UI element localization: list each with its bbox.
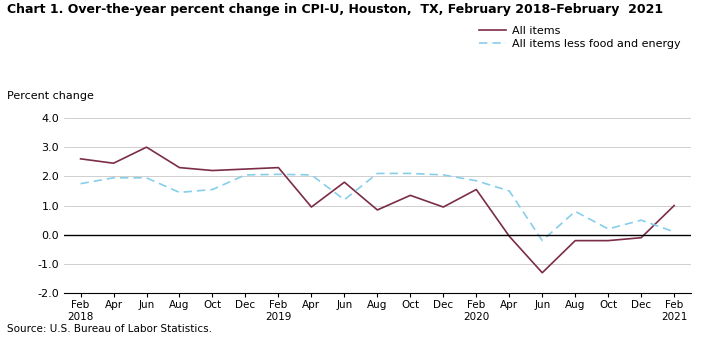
All items: [241, 167, 250, 171]
All items less food and energy: [109, 176, 117, 180]
Text: Chart 1. Over-the-year percent change in CPI-U, Houston,  TX, February 2018–Febr: Chart 1. Over-the-year percent change in…: [7, 3, 664, 17]
All items: [208, 168, 216, 173]
All items less food and energy: [505, 189, 513, 193]
All items: [538, 271, 547, 275]
All items less food and energy: [670, 230, 679, 234]
All items: [571, 239, 580, 243]
All items less food and energy: [241, 173, 250, 177]
Text: Percent change: Percent change: [7, 91, 94, 101]
All items less food and energy: [472, 179, 481, 183]
All items: [307, 205, 315, 209]
All items: [505, 234, 513, 238]
All items less food and energy: [208, 187, 216, 191]
All items: [406, 193, 414, 197]
All items: [637, 236, 646, 240]
All items: [439, 205, 448, 209]
All items less food and energy: [439, 173, 448, 177]
All items less food and energy: [373, 172, 382, 176]
All items: [670, 204, 679, 208]
All items: [340, 180, 349, 184]
All items: [472, 187, 481, 191]
All items less food and energy: [76, 182, 85, 186]
All items: [142, 145, 151, 149]
All items less food and energy: [538, 239, 547, 243]
All items less food and energy: [175, 190, 184, 194]
All items: [274, 165, 283, 170]
All items less food and energy: [637, 218, 646, 222]
Legend: All items, All items less food and energy: All items, All items less food and energ…: [474, 22, 685, 54]
All items: [175, 165, 184, 170]
All items less food and energy: [142, 176, 151, 180]
All items less food and energy: [571, 209, 580, 213]
All items less food and energy: [406, 172, 414, 176]
All items: [109, 161, 117, 165]
Text: Source: U.S. Bureau of Labor Statistics.: Source: U.S. Bureau of Labor Statistics.: [7, 324, 212, 334]
All items less food and energy: [604, 227, 612, 231]
All items: [604, 239, 612, 243]
Line: All items: All items: [80, 147, 674, 273]
All items less food and energy: [340, 198, 349, 202]
All items less food and energy: [307, 173, 315, 177]
Line: All items less food and energy: All items less food and energy: [80, 174, 674, 241]
All items: [373, 208, 382, 212]
All items less food and energy: [274, 172, 283, 176]
All items: [76, 157, 85, 161]
